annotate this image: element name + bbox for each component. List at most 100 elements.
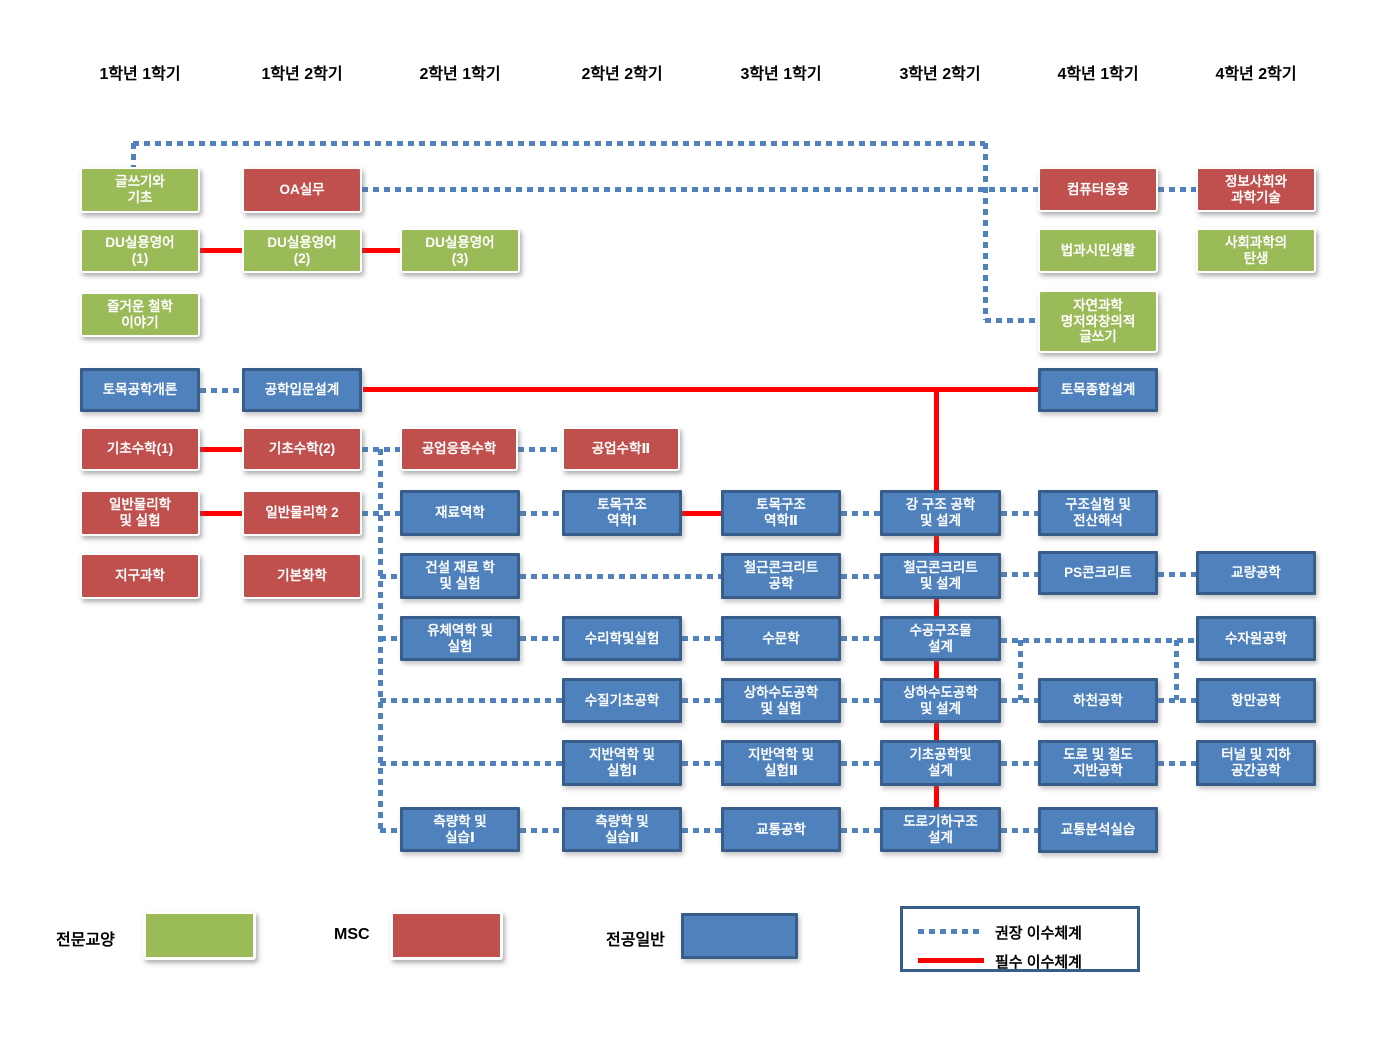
recommended-line [682,827,721,833]
recommended-line [985,317,1038,323]
course-box: 공업수학Ⅱ [562,427,680,471]
recommended-line [520,827,562,833]
course-box: 교통공학 [721,807,841,852]
recommended-line [1158,760,1196,766]
required-line [682,510,721,516]
recommended-line [362,186,1038,192]
recommended-line [1001,827,1038,833]
recommended-line [841,697,880,703]
recommended-line [380,827,400,833]
recommended-line [841,573,880,579]
course-box: 재료역학 [400,490,520,536]
course-box: 글쓰기와 기초 [80,167,200,213]
course-box: 도로 및 철도 지반공학 [1038,740,1158,786]
course-box: 일반물리학 2 [242,490,362,536]
recommended-line [520,635,562,641]
course-box: 수문학 [721,616,841,661]
recommended-line [380,697,562,703]
course-box: 기초수학(2) [242,427,362,471]
legend-label-msc: MSC [334,926,370,943]
recommended-line [1001,637,1196,643]
course-box: DU실용영어 (2) [242,228,362,273]
legend-label-major: 전공일반 [606,932,665,949]
course-box: 토목구조 역학Ⅱ [721,490,841,536]
required-line [200,247,242,253]
recommended-line [682,697,721,703]
recommended-line [518,446,562,452]
course-box: 지구과학 [80,553,200,599]
semester-header: 4학년 1학기 [1057,66,1139,83]
legend-label-general-education: 전문교양 [56,932,115,949]
course-box: 상하수도공학 및 실험 [721,678,841,723]
recommended-line [380,760,562,766]
legend-recommended-label: 권장 이수체계 [995,925,1082,942]
recommended-line [682,760,721,766]
course-box: 정보사회와 과학기술 [1196,167,1316,212]
course-box: 터널 및 지하 공간공학 [1196,740,1316,786]
required-line-sample [918,958,984,963]
course-box: 철근콘크리트 및 설계 [880,553,1001,599]
recommended-line [841,635,880,641]
required-line [361,247,400,253]
course-box: 유체역학 및 실험 [400,616,520,661]
course-box: 수자원공학 [1196,616,1316,661]
recommended-line [841,760,880,766]
recommended-line [133,140,985,146]
recommended-line [1001,697,1038,703]
legend-swatch-major [681,913,798,959]
semester-header: 4학년 2학기 [1215,66,1297,83]
recommended-line [520,573,721,579]
recommended-line-sample [918,929,984,934]
recommended-line [1001,571,1038,577]
course-box: 지반역학 및 실험Ⅰ [562,740,682,786]
recommended-line [362,510,400,516]
semester-header: 3학년 1학기 [740,66,822,83]
recommended-line [1173,640,1179,700]
course-box: DU실용영어 (3) [400,228,520,273]
required-line [363,386,1038,392]
course-box: 지반역학 및 실험Ⅱ [721,740,841,786]
semester-header: 2학년 2학기 [581,66,663,83]
semester-header: 3학년 2학기 [899,66,981,83]
course-box: PS콘크리트 [1038,551,1158,595]
required-line [200,446,242,452]
course-box: 법과시민생활 [1038,228,1158,273]
course-box: 즐거운 철학 이야기 [80,292,200,337]
legend-required-label: 필수 이수체계 [995,954,1082,971]
course-box: 사회과학의 탄생 [1196,228,1316,273]
course-box: 교통분석실습 [1038,807,1158,853]
required-line [200,510,242,516]
course-box: 공학입문설계 [242,368,362,412]
course-box: 측량학 및 실습Ⅱ [562,807,682,852]
recommended-line [1001,760,1038,766]
legend-swatch-general-education [143,911,256,960]
legend-lines-box: 권장 이수체계 필수 이수체계 [900,906,1140,972]
course-box: 일반물리학 및 실험 [80,490,200,536]
course-box: 자연과학 명저와창의적 글쓰기 [1038,290,1158,353]
course-box: DU실용영어 (1) [80,228,200,273]
course-box: 철근콘크리트 공학 [721,553,841,599]
course-box: 기초공학및 설계 [880,740,1001,786]
recommended-line [682,635,721,641]
semester-header: 2학년 1학기 [419,66,501,83]
recommended-line [1158,571,1196,577]
course-box: 하천공학 [1038,678,1158,723]
course-box: 토목종합설계 [1038,368,1158,412]
course-box: 강 구조 공학 및 설계 [880,490,1001,536]
recommended-line [380,635,400,641]
course-box: 건설 재료 학 및 실험 [400,553,520,599]
course-box: 기본화학 [242,553,362,599]
course-box: 공업응용수학 [400,427,518,471]
course-box: 측량학 및 실습Ⅰ [400,807,520,852]
recommended-line [982,143,988,320]
course-box: 구조실험 및 전산해석 [1038,490,1158,536]
semester-header: 1학년 2학기 [261,66,343,83]
course-box: 컴퓨터응용 [1038,167,1158,212]
legend-swatch-msc [390,911,503,960]
course-box: 교량공학 [1196,551,1316,595]
recommended-line [380,573,400,579]
course-box: 수질기초공학 [562,678,682,723]
course-box: 항만공학 [1196,678,1316,723]
course-box: 토목구조 역학Ⅰ [562,490,682,536]
